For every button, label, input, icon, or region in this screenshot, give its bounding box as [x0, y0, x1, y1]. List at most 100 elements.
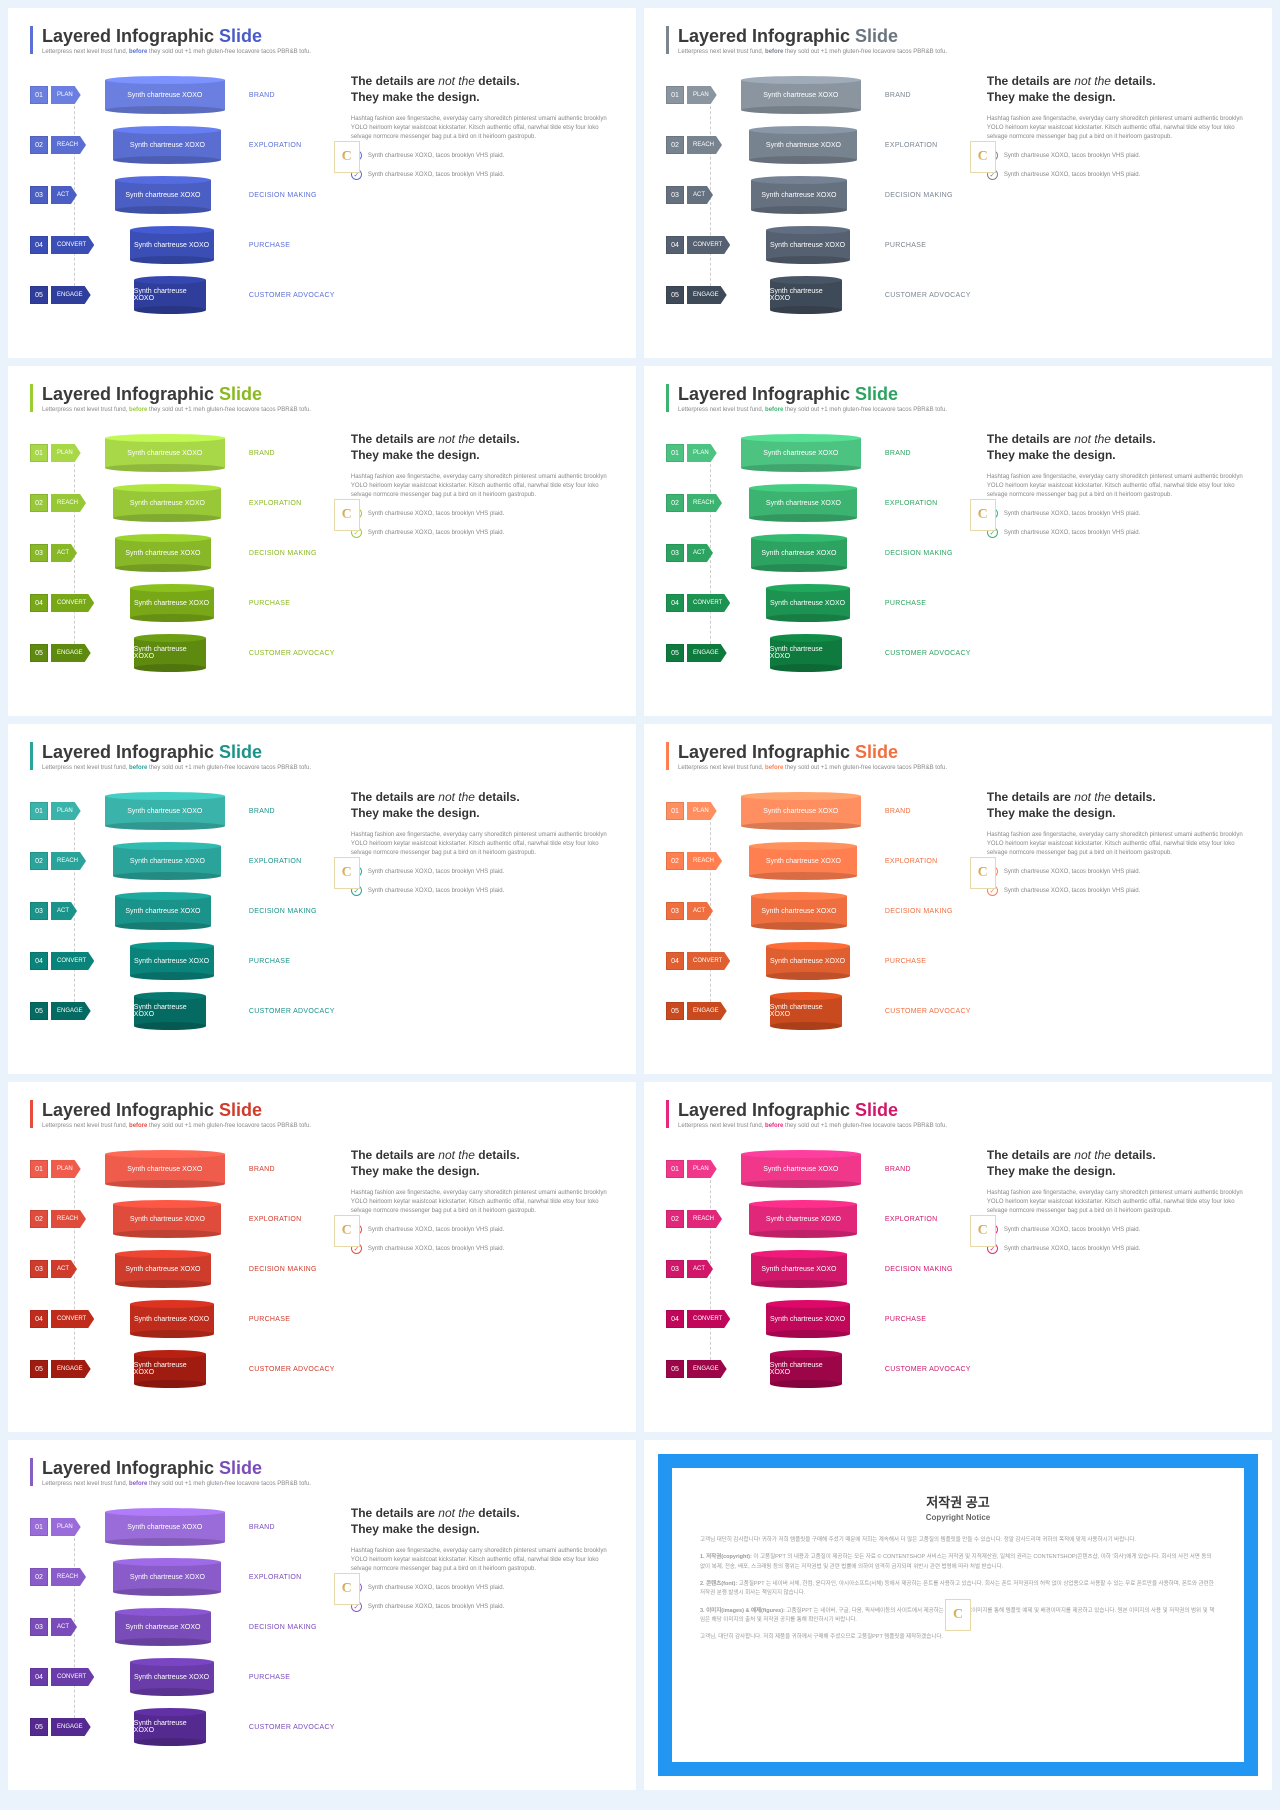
funnel-segment: Synth chartreuse XOXO [113, 846, 221, 876]
bullet-text: Synth chartreuse XOXO, tacos brooklyn VH… [1004, 1246, 1140, 1252]
headline: The details are not the details.They mak… [351, 73, 614, 105]
funnel-wrap: Synth chartreuse XOXO [727, 280, 885, 310]
bullet-item: ✓Synth chartreuse XOXO, tacos brooklyn V… [351, 1601, 614, 1612]
stage-tag: ENGAGE [51, 644, 91, 662]
funnel-row: 05ENGAGESynth chartreuse XOXOCUSTOMER AD… [30, 631, 339, 675]
funnel-column: 01PLANSynth chartreuse XOXOBRAND02REACHS… [30, 73, 339, 323]
logo-badge: C [334, 1573, 360, 1605]
stage-number: 03 [666, 544, 684, 562]
stage-tag: REACH [51, 852, 86, 870]
text-column: The details are not the details.They mak… [987, 1147, 1250, 1397]
funnel-segment: Synth chartreuse XOXO [130, 1662, 214, 1692]
funnel-segment: Synth chartreuse XOXO [134, 638, 206, 668]
bullet-text: Synth chartreuse XOXO, tacos brooklyn VH… [1004, 153, 1140, 159]
funnel-wrap: Synth chartreuse XOXO [77, 1612, 249, 1642]
funnel-row: 05ENGAGESynth chartreuse XOXOCUSTOMER AD… [666, 989, 975, 1033]
bullet-item: ✓Synth chartreuse XOXO, tacos brooklyn V… [351, 1224, 614, 1235]
stage-tag: ACT [51, 186, 77, 204]
description: Hashtag fashion axe fingerstache, everyd… [987, 115, 1250, 142]
stage-number: 04 [666, 1310, 684, 1328]
copyright-title: 저작권 공고 [700, 1492, 1216, 1511]
title-accent: Slide [219, 384, 262, 404]
funnel-row: 01PLANSynth chartreuse XOXOBRAND [666, 73, 975, 117]
stage-tag: ENGAGE [687, 644, 727, 662]
funnel-segment: Synth chartreuse XOXO [741, 80, 861, 110]
funnel-wrap: Synth chartreuse XOXO [713, 180, 885, 210]
bullet-text: Synth chartreuse XOXO, tacos brooklyn VH… [368, 869, 504, 875]
stage-label: BRAND [885, 1166, 975, 1173]
funnel-wrap: Synth chartreuse XOXO [91, 280, 249, 310]
funnel-wrap: Synth chartreuse XOXO [86, 1204, 249, 1234]
accent-bar [30, 1458, 33, 1486]
stage-number: 02 [30, 852, 48, 870]
title-main: Layered Infographic [678, 742, 855, 762]
funnel-segment: Synth chartreuse XOXO [134, 1712, 206, 1742]
funnel-wrap: Synth chartreuse XOXO [91, 1354, 249, 1384]
accent-bar [666, 1100, 669, 1128]
funnel-wrap: Synth chartreuse XOXO [717, 438, 885, 468]
funnel-column: 01PLANSynth chartreuse XOXOBRAND02REACHS… [666, 789, 975, 1039]
copyright-paragraph: 2. 콘텐츠(font): 고품질PPT 는 네이버 서체, 한컴, 윤디자인,… [700, 1580, 1216, 1599]
bullet-text: Synth chartreuse XOXO, tacos brooklyn VH… [1004, 888, 1140, 894]
funnel-wrap: Synth chartreuse XOXO [713, 538, 885, 568]
stage-number: 05 [666, 286, 684, 304]
stage-label: BRAND [249, 92, 339, 99]
stage-label: PURCHASE [249, 1674, 339, 1681]
funnel-wrap: Synth chartreuse XOXO [94, 1304, 249, 1334]
stage-tag: REACH [687, 136, 722, 154]
slide-title: Layered Infographic Slide [678, 26, 1250, 47]
funnel-column: 01PLANSynth chartreuse XOXOBRAND02REACHS… [30, 1147, 339, 1397]
copyright-slide: 저작권 공고Copyright Notice고객님 대단히 감사합니다! 귀하가… [644, 1440, 1272, 1790]
infographic-slide: Layered Infographic SlideLetterpress nex… [8, 1440, 636, 1790]
slide-subtitle: Letterpress next level trust fund, befor… [678, 765, 1250, 771]
funnel-segment: Synth chartreuse XOXO [115, 538, 211, 568]
stage-label: PURCHASE [249, 1316, 339, 1323]
bullet-item: ✓Synth chartreuse XOXO, tacos brooklyn V… [351, 885, 614, 896]
bullet-item: ✓Synth chartreuse XOXO, tacos brooklyn V… [351, 866, 614, 877]
funnel-row: 04CONVERTSynth chartreuse XOXOPURCHASE [30, 1655, 339, 1699]
stage-label: CUSTOMER ADVOCACY [885, 1008, 975, 1015]
funnel-column: 01PLANSynth chartreuse XOXOBRAND02REACHS… [666, 431, 975, 681]
stage-tag: REACH [51, 1568, 86, 1586]
stage-number: 02 [30, 1210, 48, 1228]
stage-label: PURCHASE [249, 242, 339, 249]
funnel-row: 03ACTSynth chartreuse XOXODECISION MAKIN… [30, 531, 339, 575]
stage-tag: PLAN [51, 86, 81, 104]
funnel-wrap: Synth chartreuse XOXO [81, 1154, 249, 1184]
stage-tag: REACH [687, 852, 722, 870]
funnel-row: 01PLANSynth chartreuse XOXOBRAND [30, 789, 339, 833]
description: Hashtag fashion axe fingerstache, everyd… [351, 1189, 614, 1216]
funnel-row: 02REACHSynth chartreuse XOXOEXPLORATION [666, 1197, 975, 1241]
text-column: The details are not the details.They mak… [987, 73, 1250, 323]
stage-number: 01 [30, 444, 48, 462]
stage-tag: CONVERT [687, 952, 730, 970]
logo-badge: C [334, 499, 360, 531]
slide-content: 01PLANSynth chartreuse XOXOBRAND02REACHS… [30, 73, 614, 323]
funnel-row: 02REACHSynth chartreuse XOXOEXPLORATION [30, 123, 339, 167]
stage-number: 03 [666, 186, 684, 204]
funnel-row: 05ENGAGESynth chartreuse XOXOCUSTOMER AD… [30, 1347, 339, 1391]
funnel-column: 01PLANSynth chartreuse XOXOBRAND 02REACH S… [30, 789, 339, 1039]
bullet-item: ✓Synth chartreuse XOXO, tacos brooklyn V… [351, 508, 614, 519]
title-accent: Slide [855, 26, 898, 46]
logo-badge: C [334, 857, 360, 889]
bullet-item: ✓Synth chartreuse XOXO, tacos brooklyn V… [351, 1582, 614, 1593]
bullet-item: ✓Synth chartreuse XOXO, tacos brooklyn V… [351, 1243, 614, 1254]
funnel-segment: Synth chartreuse XOXO [751, 1254, 847, 1284]
bullet-item: ✓Synth chartreuse XOXO, tacos brooklyn V… [351, 169, 614, 180]
stage-tag: PLAN [687, 86, 717, 104]
funnel-row: 02REACHSynth chartreuse XOXOEXPLORATION [666, 481, 975, 525]
title-accent: Slide [855, 1100, 898, 1120]
title-main: Layered Infographic [678, 1100, 855, 1120]
accent-bar [30, 26, 33, 54]
title-main: Layered Infographic [678, 26, 855, 46]
stage-number: 05 [30, 1002, 48, 1020]
stage-label: PURCHASE [885, 958, 975, 965]
stage-tag: CONVERT [51, 1668, 94, 1686]
funnel-segment: Synth chartreuse XOXO [766, 1304, 850, 1334]
stage-number: 03 [30, 186, 48, 204]
stage-label: PURCHASE [249, 958, 339, 965]
funnel-row: 01PLANSynth chartreuse XOXOBRAND [30, 1147, 339, 1191]
funnel-row: 03ACTSynth chartreuse XOXODECISION MAKIN… [666, 531, 975, 575]
funnel-row: 04CONVERTSynth chartreuse XOXOPURCHASE [30, 939, 339, 983]
